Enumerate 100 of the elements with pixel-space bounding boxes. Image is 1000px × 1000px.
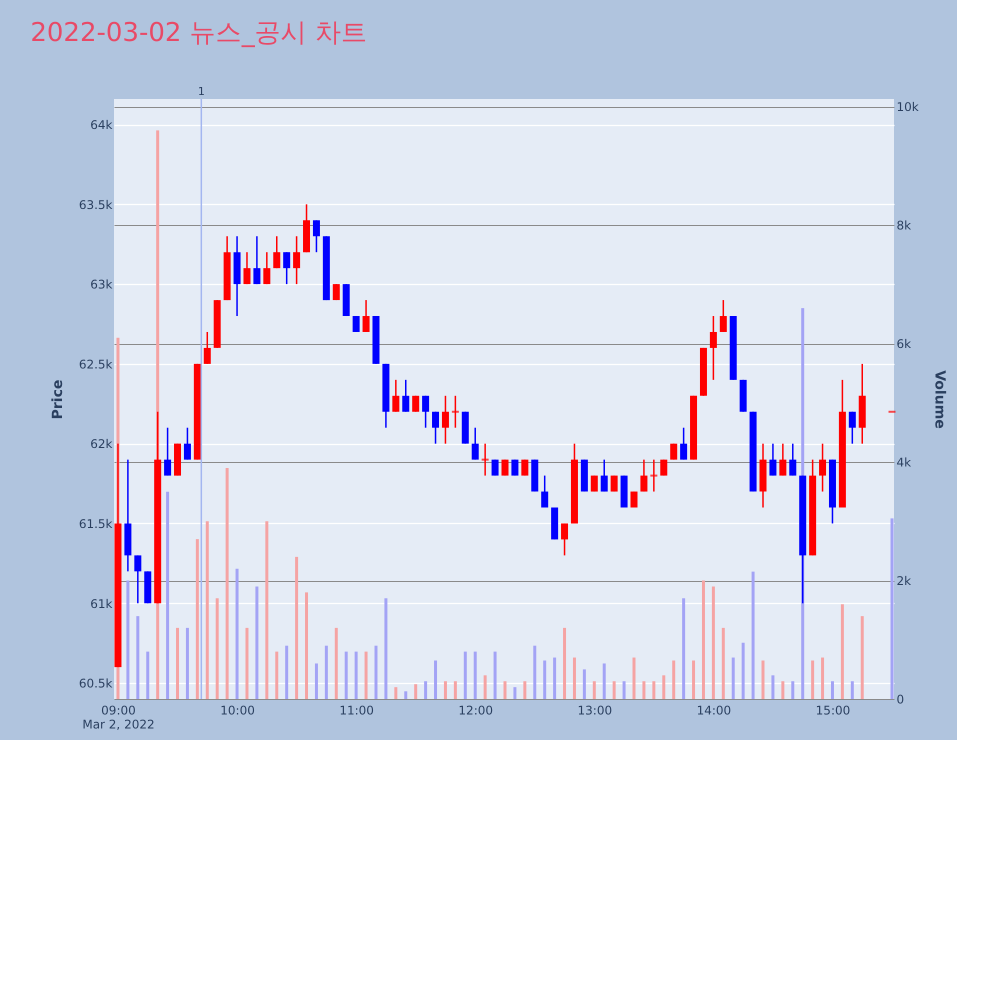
bar [474,652,477,699]
y-tick-label: 64k [90,118,113,132]
candlestick [452,395,459,428]
bar [632,658,636,699]
bar [314,663,318,699]
bar [464,652,467,699]
bar [374,646,378,699]
bar [642,681,646,699]
candlestick [243,251,250,285]
y2-tick-label: 4k [896,456,912,470]
bar [255,586,258,699]
bar [702,580,705,699]
candlestick [412,395,420,413]
candlestick [710,315,717,381]
bar [434,660,438,699]
bar [285,646,288,699]
candlestick [590,474,598,492]
candlestick [432,411,440,444]
bar [612,681,616,699]
x-tick-label: 09:00 Mar 2, 2022 [82,704,155,732]
bar [811,660,814,699]
bar [722,628,725,699]
candlestick [670,442,678,460]
bar [354,652,358,699]
y2-tick-label: 10k [896,100,919,114]
candlestick [819,442,826,492]
bar [563,628,566,699]
bar [176,628,180,699]
candlestick [352,315,360,333]
candlestick [610,474,618,492]
candlestick [630,490,638,508]
bar [602,663,606,699]
bar [344,652,348,699]
bar [454,681,457,699]
y-axis-title: Price [50,380,66,420]
candlestick [134,554,142,604]
candlestick [332,283,340,301]
bar [830,681,834,699]
bar [890,518,894,699]
bar [523,681,526,699]
bar [484,675,487,699]
y2-tick-label: 8k [896,218,912,233]
candlestick [660,458,668,476]
bar [860,616,864,699]
chart-title: 2022-03-02 뉴스_공시 차트 [30,18,367,48]
candlestick [640,458,648,492]
bar [216,598,219,699]
candlestick [273,235,280,269]
y-tick-label: 62.5k [78,357,113,372]
bar [622,681,626,699]
bar [494,652,497,699]
bar [850,681,854,699]
bar [732,658,735,699]
candlestick [402,379,410,413]
candlestick [482,442,489,476]
bar [146,652,150,699]
y2-tick-label: 6k [896,337,912,352]
candlestick [442,395,449,444]
candlestick [184,426,191,460]
candlestick [521,458,528,476]
bar [592,681,596,699]
bar [275,652,278,699]
bar [742,642,745,699]
y-tick-label: 63k [90,278,113,292]
bar [324,646,328,699]
bar [126,580,130,699]
y2-tick-label: 0 [896,692,904,706]
bar [821,658,824,699]
bar [404,691,408,699]
bar [503,681,506,699]
bar [444,681,447,699]
x-tick-label: 15:00 [816,704,850,718]
bar [712,586,715,699]
bar [791,681,794,699]
candlestick [283,251,290,285]
y-tick-label: 60.5k [78,676,113,691]
x-tick-label: 13:00 [578,704,612,718]
candlestick [600,458,608,492]
bar [543,660,546,699]
bar [394,687,398,699]
y-tick-label: 62k [90,437,113,452]
x-tick-label: 12:00 [458,704,494,718]
y-tick-label: 61.5k [78,516,113,531]
bar [166,492,170,699]
bar [305,592,308,699]
candlestick [422,395,430,428]
x-tick-label: 11:00 [339,704,374,718]
candlestick [789,442,796,476]
bar [572,658,576,699]
candlestick [561,522,568,556]
bar [553,658,556,699]
y-tick-label: 63.5k [78,198,113,212]
candlestick [204,331,211,365]
bar [136,616,140,699]
bar [662,675,666,699]
bar [245,628,248,699]
candlestick [164,426,172,476]
y-tick-label: 61k [90,596,113,611]
bar [265,521,268,699]
candlestick [362,299,370,333]
